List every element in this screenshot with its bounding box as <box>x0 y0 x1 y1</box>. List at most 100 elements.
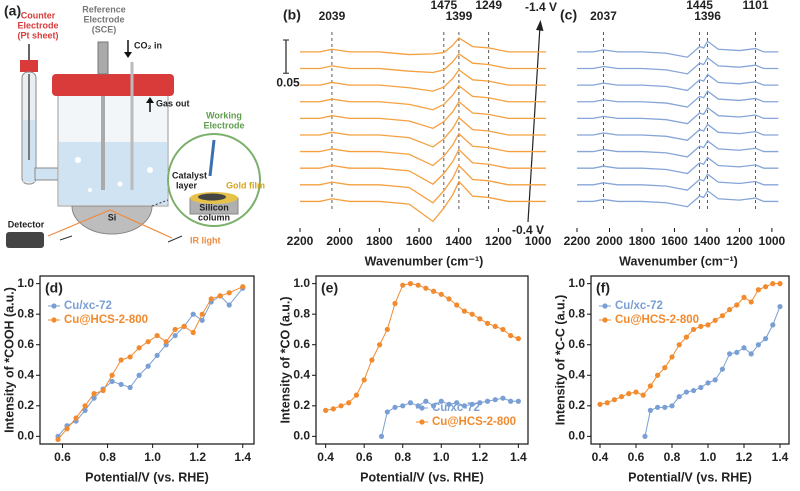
series-line <box>325 283 519 411</box>
y-tick-label: 0.8 <box>293 306 310 320</box>
x-tick-label: 1.0 <box>700 450 717 464</box>
data-point <box>240 284 246 290</box>
data-point <box>392 404 398 410</box>
data-point <box>770 281 776 287</box>
data-point <box>392 300 398 307</box>
x-tick-label: 0.6 <box>628 450 645 464</box>
data-point <box>461 308 467 314</box>
data-point <box>741 345 747 351</box>
data-point <box>446 296 452 302</box>
series-line <box>577 56 779 75</box>
detector-box <box>6 232 44 248</box>
x-tick-label: 1000 <box>759 234 786 248</box>
data-point <box>597 401 603 407</box>
data-point <box>492 397 498 403</box>
series-line <box>300 84 547 111</box>
data-point <box>477 400 483 406</box>
data-point <box>763 336 769 342</box>
data-point <box>461 403 467 409</box>
bubble <box>147 167 153 173</box>
x-axis-label: Wavenumber (cm⁻¹) <box>619 254 738 268</box>
data-point <box>430 288 437 294</box>
ir-beam <box>47 209 173 239</box>
series-line <box>577 90 779 108</box>
data-point <box>500 395 506 401</box>
data-point <box>676 342 682 348</box>
data-point <box>378 433 385 439</box>
data-point <box>64 426 70 432</box>
data-point <box>208 296 214 302</box>
data-point <box>384 409 390 415</box>
x-tick-label: 1.4 <box>772 450 789 464</box>
x-tick-label: 1.0 <box>144 450 161 464</box>
data-point <box>633 389 639 395</box>
legend-marker <box>51 303 57 309</box>
data-point <box>763 284 769 290</box>
data-point <box>655 404 661 410</box>
data-point <box>492 323 498 329</box>
x-tick-label: 2000 <box>596 234 623 248</box>
data-point <box>346 400 352 406</box>
x-tick-label: 1.0 <box>433 450 450 464</box>
x-axis-label: Potential/V (vs. RHE) <box>628 470 752 484</box>
y-tick-label: 0.2 <box>568 398 585 412</box>
data-point <box>353 392 360 398</box>
series-line <box>300 68 547 92</box>
si-prism <box>71 205 153 235</box>
data-point <box>662 365 668 371</box>
data-point <box>734 302 740 308</box>
data-point <box>217 293 223 299</box>
y-axis-label: Intensity of *COOH (a.u.) <box>2 287 16 433</box>
y-axis-label: Intensity of *CO (a.u.) <box>278 296 292 423</box>
data-point <box>640 392 646 398</box>
diagram-label: Gas out <box>156 98 190 108</box>
data-point <box>100 387 106 394</box>
si-label: Si <box>108 212 117 222</box>
x-axis-label: Potential/V (vs. RHE) <box>85 470 209 484</box>
legend-marker <box>51 317 57 323</box>
data-point <box>338 403 344 409</box>
data-point <box>669 354 675 360</box>
diagram-label: Silicon <box>199 202 229 212</box>
data-point <box>727 351 733 357</box>
y-tick-label: 0.6 <box>568 337 585 351</box>
y-tick-label: 1.0 <box>293 276 310 290</box>
peak-label: 1445 <box>686 0 713 12</box>
data-point <box>454 400 460 406</box>
data-point <box>647 407 654 413</box>
data-point <box>508 332 514 339</box>
legend-label: Cu/xc-72 <box>432 402 480 414</box>
panel-label: (c) <box>560 7 577 23</box>
data-point <box>154 352 160 359</box>
data-point <box>611 397 618 403</box>
data-point <box>515 398 521 404</box>
x-tick-label: 1.4 <box>234 450 251 464</box>
bubble <box>75 157 81 163</box>
arrowhead <box>146 97 154 103</box>
data-point <box>163 339 169 345</box>
data-point <box>145 339 151 345</box>
data-point <box>55 436 61 443</box>
bubble <box>117 181 123 187</box>
data-point <box>136 345 142 351</box>
data-point <box>82 407 88 413</box>
bridge <box>34 167 61 181</box>
data-point <box>515 336 521 342</box>
x-tick-label: 1600 <box>661 234 688 248</box>
series-line <box>300 53 547 74</box>
peak-label: 2039 <box>319 9 346 23</box>
data-point <box>407 281 414 287</box>
data-point <box>423 398 429 404</box>
mirror <box>167 235 183 243</box>
data-point <box>712 377 718 383</box>
detector-label: Detector <box>8 219 45 229</box>
y-tick-label: 0.0 <box>568 429 585 443</box>
data-point <box>190 311 196 317</box>
data-point <box>109 378 115 384</box>
data-point <box>734 349 740 355</box>
axes-frame <box>39 275 255 445</box>
legend-marker <box>602 303 608 309</box>
data-point <box>400 403 406 409</box>
data-point <box>469 401 475 407</box>
